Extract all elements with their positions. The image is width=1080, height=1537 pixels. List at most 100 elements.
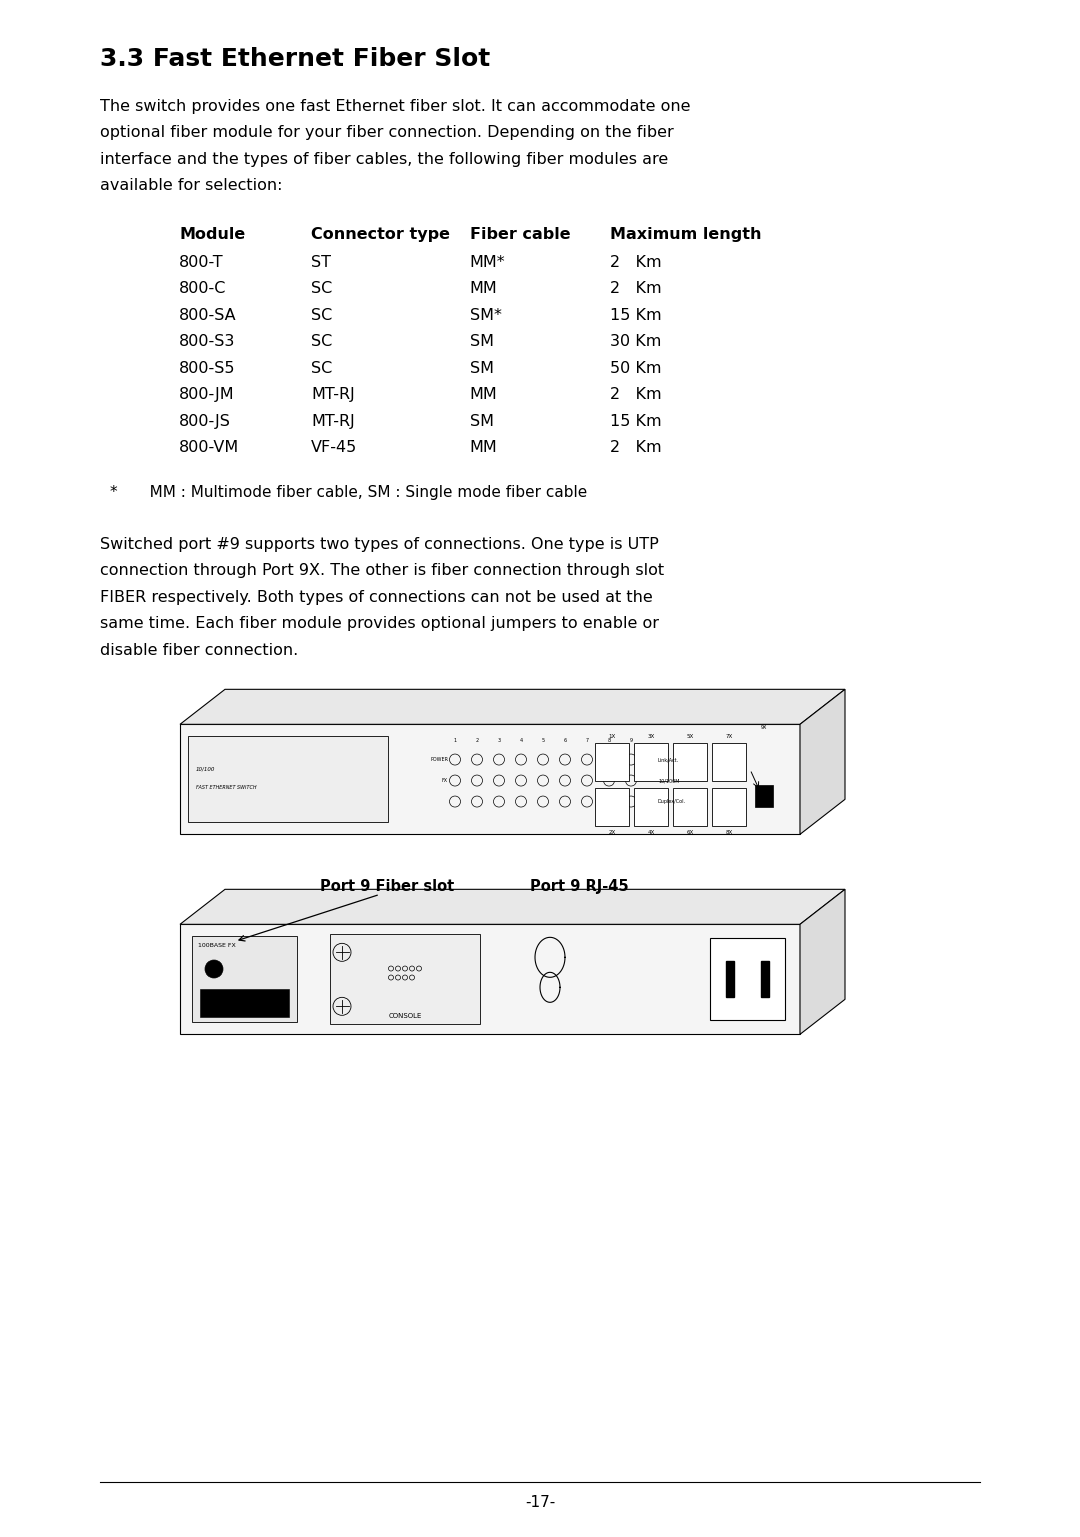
Text: 800-T: 800-T [179, 255, 224, 271]
FancyBboxPatch shape [595, 744, 629, 781]
Text: 1: 1 [454, 738, 457, 744]
Text: MM*: MM* [470, 255, 505, 271]
Text: 5: 5 [541, 738, 544, 744]
FancyBboxPatch shape [673, 744, 707, 781]
Text: 800-C: 800-C [179, 281, 227, 297]
FancyBboxPatch shape [200, 988, 289, 1017]
Text: SM: SM [470, 361, 494, 377]
Text: 15 Km: 15 Km [610, 413, 662, 429]
FancyBboxPatch shape [712, 744, 746, 781]
Text: SC: SC [311, 335, 333, 349]
Text: connection through Port 9X. The other is fiber connection through slot: connection through Port 9X. The other is… [100, 564, 664, 578]
Text: Port 9 RJ-45: Port 9 RJ-45 [530, 879, 629, 895]
FancyBboxPatch shape [673, 788, 707, 827]
Text: 800-JM: 800-JM [179, 387, 234, 403]
Text: 9X: 9X [760, 725, 767, 730]
Text: 30 Km: 30 Km [610, 335, 662, 349]
Text: Maximum length: Maximum length [610, 227, 761, 241]
Text: 2   Km: 2 Km [610, 440, 662, 455]
Text: POWER: POWER [430, 758, 448, 762]
Text: 800-JS: 800-JS [179, 413, 231, 429]
Text: 2   Km: 2 Km [610, 255, 662, 271]
Text: 2: 2 [475, 738, 478, 744]
Text: FX: FX [442, 778, 448, 782]
FancyBboxPatch shape [180, 924, 800, 1034]
Text: 9: 9 [630, 738, 633, 744]
Text: 3.3 Fast Ethernet Fiber Slot: 3.3 Fast Ethernet Fiber Slot [100, 48, 490, 71]
Text: 15 Km: 15 Km [610, 307, 662, 323]
Text: 6X: 6X [687, 830, 693, 835]
Text: SM: SM [470, 413, 494, 429]
FancyBboxPatch shape [710, 938, 785, 1021]
FancyBboxPatch shape [188, 736, 388, 822]
Text: 4X: 4X [647, 830, 654, 835]
Text: 800-S3: 800-S3 [179, 335, 235, 349]
FancyBboxPatch shape [192, 936, 297, 1022]
Text: 1X: 1X [608, 735, 616, 739]
Text: optional fiber module for your fiber connection. Depending on the fiber: optional fiber module for your fiber con… [100, 126, 674, 140]
Text: disable fiber connection.: disable fiber connection. [100, 642, 298, 658]
FancyBboxPatch shape [330, 934, 480, 1024]
FancyBboxPatch shape [595, 788, 629, 827]
Text: 6: 6 [564, 738, 567, 744]
Text: SC: SC [311, 361, 333, 377]
Bar [726, 961, 733, 998]
Text: 7: 7 [585, 738, 589, 744]
Text: VF-45: VF-45 [311, 440, 357, 455]
Text: 50 Km: 50 Km [610, 361, 662, 377]
Text: MM: MM [470, 440, 498, 455]
Text: 100BASE FX: 100BASE FX [198, 944, 235, 948]
Circle shape [205, 961, 222, 978]
Text: same time. Each fiber module provides optional jumpers to enable or: same time. Each fiber module provides op… [100, 616, 659, 632]
Text: MM : Multimode fiber cable, SM : Single mode fiber cable: MM : Multimode fiber cable, SM : Single … [135, 484, 588, 500]
Text: 2   Km: 2 Km [610, 387, 662, 403]
Text: available for selection:: available for selection: [100, 178, 283, 194]
Text: Fiber cable: Fiber cable [470, 227, 570, 241]
Text: Link/Act.: Link/Act. [658, 758, 679, 762]
Text: SM*: SM* [470, 307, 501, 323]
Text: 10/100: 10/100 [195, 767, 215, 772]
Text: SC: SC [311, 281, 333, 297]
FancyBboxPatch shape [755, 785, 773, 807]
Text: 3X: 3X [647, 735, 654, 739]
FancyBboxPatch shape [180, 724, 800, 835]
Text: CONSOLE: CONSOLE [389, 1013, 421, 1019]
Text: 5X: 5X [687, 735, 693, 739]
Text: MT-RJ: MT-RJ [311, 387, 355, 403]
Polygon shape [800, 890, 845, 1034]
Text: 3: 3 [498, 738, 500, 744]
Text: -17-: -17- [525, 1496, 555, 1509]
Text: FIBER respectively. Both types of connections can not be used at the: FIBER respectively. Both types of connec… [100, 590, 652, 606]
Text: 10/100M: 10/100M [658, 778, 679, 782]
Text: The switch provides one fast Ethernet fiber slot. It can accommodate one: The switch provides one fast Ethernet fi… [100, 98, 690, 114]
Polygon shape [180, 689, 845, 724]
Text: Module: Module [179, 227, 245, 241]
Text: MT-RJ: MT-RJ [311, 413, 355, 429]
Text: 2X: 2X [608, 830, 616, 835]
Text: 4: 4 [519, 738, 523, 744]
Text: 8X: 8X [726, 830, 732, 835]
Polygon shape [800, 689, 845, 835]
Text: ST: ST [311, 255, 332, 271]
FancyBboxPatch shape [634, 744, 669, 781]
Polygon shape [180, 890, 845, 924]
Text: 800-SA: 800-SA [179, 307, 237, 323]
Text: 800-VM: 800-VM [179, 440, 240, 455]
Text: SM: SM [470, 335, 494, 349]
Bar [761, 961, 769, 998]
Text: interface and the types of fiber cables, the following fiber modules are: interface and the types of fiber cables,… [100, 152, 669, 168]
FancyBboxPatch shape [712, 788, 746, 827]
Text: Duplex/Col.: Duplex/Col. [658, 799, 686, 804]
Text: 8: 8 [607, 738, 610, 744]
Text: Switched port #9 supports two types of connections. One type is UTP: Switched port #9 supports two types of c… [100, 536, 659, 552]
Text: 800-S5: 800-S5 [179, 361, 235, 377]
Text: Connector type: Connector type [311, 227, 450, 241]
Text: MM: MM [470, 387, 498, 403]
Text: MM: MM [470, 281, 498, 297]
Text: Port 9 Fiber slot: Port 9 Fiber slot [320, 879, 455, 895]
FancyBboxPatch shape [634, 788, 669, 827]
Text: 7X: 7X [726, 735, 732, 739]
Text: 2   Km: 2 Km [610, 281, 662, 297]
Text: FAST ETHERNET SWITCH: FAST ETHERNET SWITCH [195, 785, 257, 790]
Text: SC: SC [311, 307, 333, 323]
